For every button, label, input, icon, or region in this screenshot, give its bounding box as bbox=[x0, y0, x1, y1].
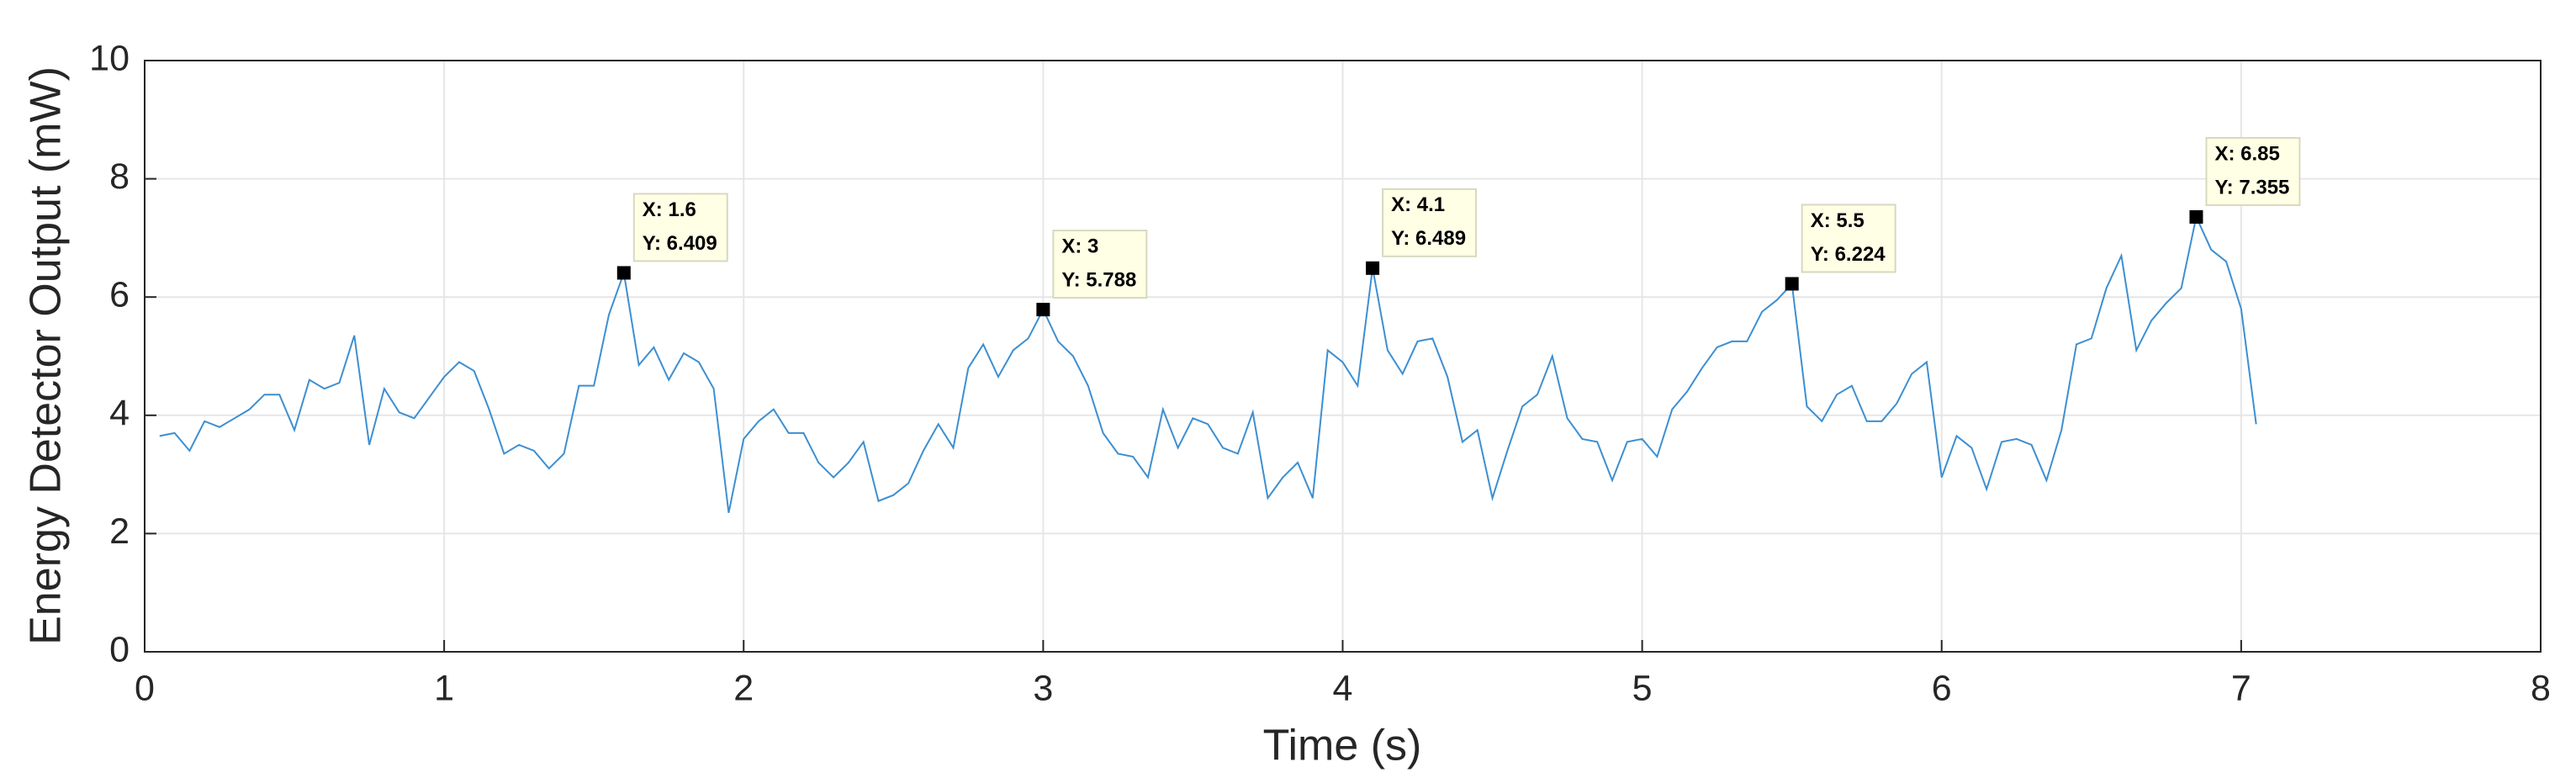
plot-frame bbox=[144, 60, 2542, 653]
x-axis-label: Time (s) bbox=[1263, 722, 1422, 770]
data-tip-marker bbox=[1036, 303, 1050, 317]
data-tip: X: 4.1 Y: 6.489 bbox=[1382, 188, 1478, 257]
x-tick-label: 1 bbox=[434, 668, 454, 708]
data-tip-text: X: 3 bbox=[1061, 235, 1098, 257]
data-tip-text: Y: 5.788 bbox=[1061, 268, 1136, 291]
data-tip: X: 5.5 Y: 6.224 bbox=[1801, 204, 1896, 273]
y-tick-label: 8 bbox=[109, 156, 130, 197]
data-tip-box bbox=[1801, 204, 1896, 273]
data-tip-box bbox=[1052, 230, 1148, 299]
data-tip-text: Y: 7.355 bbox=[2214, 176, 2289, 198]
y-tick-label: 10 bbox=[89, 38, 130, 78]
data-tip-marker bbox=[1366, 261, 1380, 275]
data-tip-marker bbox=[616, 266, 631, 280]
data-tip-box bbox=[1382, 188, 1478, 257]
data-tip-text: X: 1.6 bbox=[643, 198, 696, 221]
y-tick-label: 6 bbox=[109, 275, 130, 315]
x-tick-label: 4 bbox=[1333, 668, 1353, 708]
y-tick-label: 4 bbox=[109, 393, 130, 433]
data-tip: X: 1.6 Y: 6.409 bbox=[632, 193, 728, 262]
data-tip-text: X: 5.5 bbox=[1811, 209, 1865, 232]
x-tick-label: 5 bbox=[1632, 668, 1653, 708]
x-tick-label: 2 bbox=[733, 668, 754, 708]
data-tip-box bbox=[2205, 136, 2301, 206]
data-line bbox=[159, 214, 2257, 513]
x-tick-label: 0 bbox=[135, 668, 155, 708]
data-tip-marker bbox=[1785, 277, 1799, 291]
data-tip-text: Y: 6.224 bbox=[1811, 243, 1886, 266]
data-tip-box bbox=[632, 193, 728, 262]
data-tip: X: 3 Y: 5.788 bbox=[1052, 230, 1148, 299]
x-tick-label: 3 bbox=[1033, 668, 1053, 708]
data-tip-text: Y: 6.409 bbox=[643, 232, 717, 255]
x-tick-label: 7 bbox=[2231, 668, 2251, 708]
y-axis-label: Energy Detector Output (mW) bbox=[22, 66, 71, 645]
data-tip-text: X: 6.85 bbox=[2214, 142, 2279, 165]
x-tick-label: 6 bbox=[1932, 668, 1952, 708]
data-tip-text: X: 4.1 bbox=[1391, 193, 1445, 216]
data-tip: X: 6.85 Y: 7.355 bbox=[2205, 136, 2301, 206]
y-tick-label: 2 bbox=[109, 511, 130, 552]
y-tick-label: 0 bbox=[109, 629, 130, 669]
data-tip-marker bbox=[2189, 209, 2203, 224]
data-tip-text: Y: 6.489 bbox=[1391, 227, 1466, 250]
x-tick-label: 8 bbox=[2531, 668, 2551, 708]
